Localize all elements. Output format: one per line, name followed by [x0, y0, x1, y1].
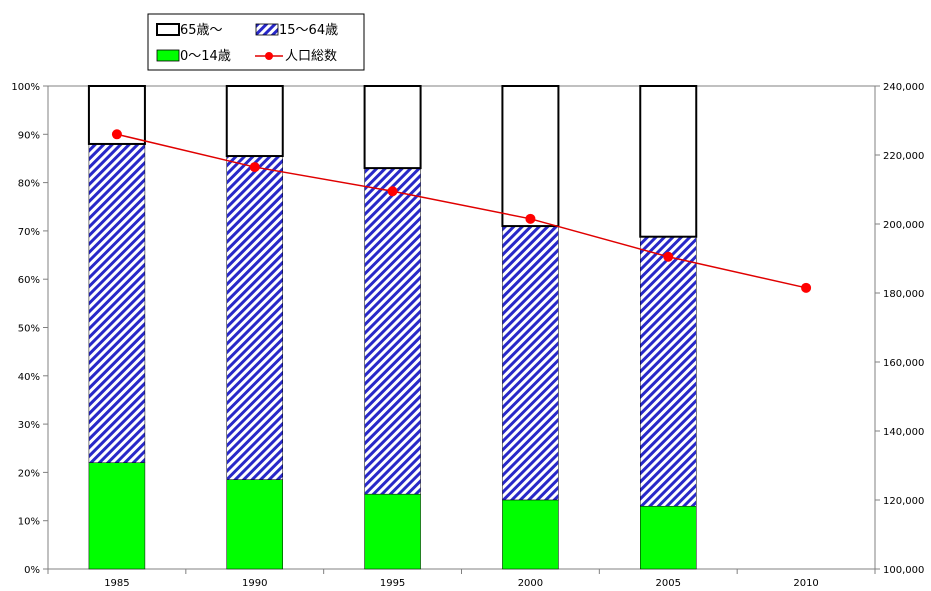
right-axis: 100,000 120,000 140,000 160,000 180,000 200,0…	[875, 82, 924, 576]
right-tick-label: 160,000	[883, 358, 924, 369]
right-tick-label: 220,000	[883, 151, 924, 162]
right-tick-label: 100,000	[883, 565, 924, 576]
total-population-point	[111, 129, 122, 140]
legend-swatch-working	[255, 23, 279, 36]
total-population-point	[663, 251, 674, 262]
bar-segment-child	[640, 505, 697, 570]
total-population-point	[801, 282, 812, 293]
bars	[87, 85, 698, 570]
legend-label-senior: 65歳～	[180, 23, 223, 38]
left-tick-label: 30%	[18, 420, 40, 431]
left-tick-label: 50%	[18, 324, 40, 335]
left-tick-label: 70%	[18, 227, 40, 238]
total-population-point	[525, 213, 536, 224]
bar-segment-working	[502, 225, 559, 501]
left-tick-label: 0%	[24, 565, 40, 576]
bar-segment-senior	[639, 85, 698, 238]
left-tick-label: 60%	[18, 275, 40, 286]
left-tick-label: 80%	[18, 179, 40, 190]
legend: 65歳～ 15～64歳 0～14歳 人口総数	[147, 13, 365, 71]
x-tick-label: 2000	[518, 578, 543, 589]
x-axis: 1985 1990 1995 2000 2005 2010	[47, 569, 876, 589]
legend-label-child: 0～14歳	[180, 49, 231, 64]
bar-segment-child	[226, 479, 283, 570]
total-population-point	[387, 186, 398, 197]
bar-segment-working	[640, 236, 697, 507]
right-tick-label: 200,000	[883, 220, 924, 231]
x-tick-label: 2005	[656, 578, 681, 589]
bar-segment-child	[502, 499, 559, 570]
x-tick-label: 1995	[380, 578, 405, 589]
bar-segment-senior	[363, 85, 422, 170]
bar-segment-child	[364, 493, 421, 570]
left-tick-label: 10%	[18, 517, 40, 528]
bar-segment-working	[226, 155, 283, 480]
right-tick-label: 240,000	[883, 82, 924, 93]
right-tick-label: 120,000	[883, 496, 924, 507]
legend-swatch-total-marker	[265, 52, 273, 60]
left-tick-label: 100%	[11, 82, 40, 93]
x-tick-label: 1990	[242, 578, 267, 589]
x-tick-label: 1985	[104, 578, 129, 589]
right-tick-label: 140,000	[883, 427, 924, 438]
bar-segment-working	[364, 167, 421, 495]
legend-swatch-senior	[156, 23, 180, 36]
total-population-series	[111, 129, 812, 293]
x-tick-label: 2010	[793, 578, 818, 589]
legend-label-total: 人口総数	[285, 49, 337, 64]
left-tick-label: 20%	[18, 468, 40, 479]
plot-area	[47, 85, 876, 570]
bar-segment-working	[88, 143, 146, 463]
total-population-point	[249, 162, 260, 173]
left-tick-label: 90%	[18, 130, 40, 141]
left-axis: 0% 10% 20% 30% 40% 50% 60% 70% 80% 90% 100%	[11, 82, 48, 576]
right-tick-label: 180,000	[883, 289, 924, 300]
total-population-line	[116, 133, 807, 289]
bar-segment-senior	[225, 85, 284, 158]
legend-box	[147, 13, 365, 71]
bar-segment-senior	[501, 85, 560, 228]
legend-label-working: 15～64歳	[279, 23, 338, 38]
bar-segment-child	[88, 462, 146, 570]
legend-swatch-child	[156, 49, 180, 62]
left-tick-label: 40%	[18, 372, 40, 383]
